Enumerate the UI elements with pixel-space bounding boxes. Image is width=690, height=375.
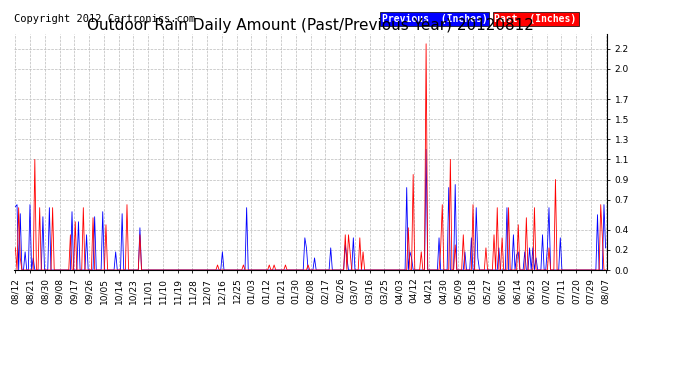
Text: Past  (Inches): Past (Inches) bbox=[495, 14, 577, 24]
Text: Copyright 2012 Cartronics.com: Copyright 2012 Cartronics.com bbox=[14, 14, 195, 24]
Title: Outdoor Rain Daily Amount (Past/Previous Year) 20120812: Outdoor Rain Daily Amount (Past/Previous… bbox=[87, 18, 534, 33]
Text: Previous  (Inches): Previous (Inches) bbox=[382, 14, 487, 24]
